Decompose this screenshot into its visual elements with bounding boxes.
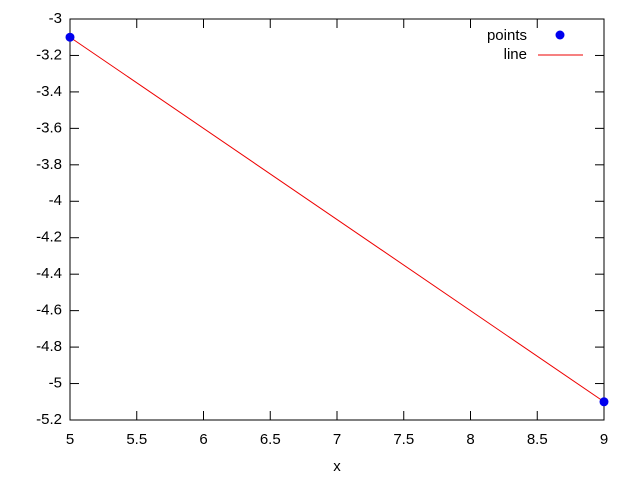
x-tick-label: 9 <box>600 431 608 448</box>
y-tick-label: -3.6 <box>36 119 62 136</box>
series-line <box>69 36 605 403</box>
y-tick-label: -3.8 <box>36 156 62 173</box>
data-point <box>599 397 609 407</box>
y-tick-label: -4.2 <box>36 229 62 246</box>
x-tick-label: 5 <box>66 431 74 448</box>
y-tick-label: -4.6 <box>36 302 62 319</box>
x-axis-label: x <box>333 458 341 475</box>
x-tick-label: 5.5 <box>126 431 147 448</box>
x-tick-label: 8.5 <box>527 431 548 448</box>
legend-label: points <box>487 27 527 44</box>
x-tick-label: 6.5 <box>260 431 281 448</box>
y-tick-label: -3 <box>49 10 62 27</box>
y-tick-label: -3.4 <box>36 83 62 100</box>
data-point <box>65 32 75 42</box>
legend-marker <box>555 30 565 40</box>
x-tick-label: 8 <box>466 431 474 448</box>
y-tick-label: -4.4 <box>36 265 62 282</box>
x-tick-label: 6 <box>199 431 207 448</box>
x-tick-label: 7 <box>333 431 341 448</box>
legend-label: line <box>504 46 527 63</box>
y-tick-label: -5 <box>49 375 62 392</box>
y-tick-label: -5.2 <box>36 411 62 428</box>
x-tick-label: 7.5 <box>393 431 414 448</box>
y-tick-label: -4 <box>49 192 62 209</box>
y-tick-label: -3.2 <box>36 46 62 63</box>
y-tick-label: -4.8 <box>36 338 62 355</box>
